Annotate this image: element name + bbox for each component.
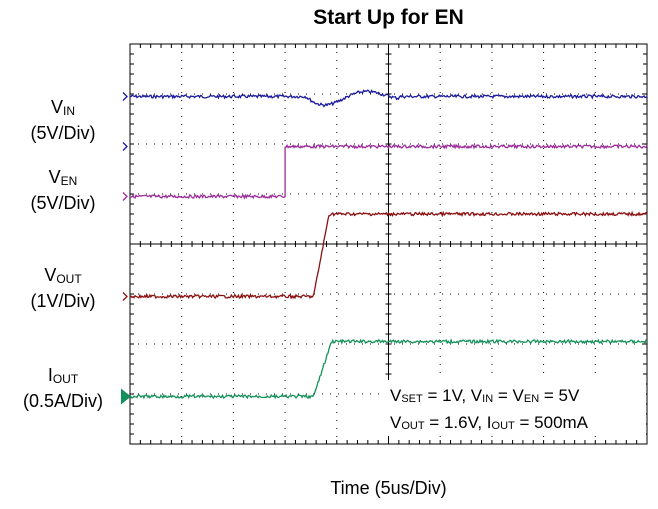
iout-label: IOUT (0.5A/Div) (22, 365, 103, 411)
vin-channel-marker (122, 92, 128, 101)
ven-label: VEN (5V/Div) (30, 167, 96, 213)
vin-label: VIN (5V/Div) (30, 97, 96, 143)
conditions-annotation: VSET = 1V, VIN = VEN = 5V VOUT = 1.6V, I… (390, 384, 588, 438)
chart-title: Start Up for EN (313, 6, 464, 29)
ven-channel-marker (122, 192, 128, 201)
x-axis-label: Time (5us/Div) (330, 478, 447, 498)
vin-trace (129, 89, 648, 108)
conditions-line-2: VOUT = 1.6V, IOUT = 500mA (390, 413, 589, 432)
ven-trace (129, 143, 648, 200)
plot-border (129, 43, 648, 445)
vout-label: VOUT (1V/Div) (30, 265, 96, 311)
iout-channel-marker (121, 388, 131, 405)
annotation-background (384, 380, 646, 436)
iout-trace (129, 338, 648, 400)
vout-channel-marker (122, 292, 128, 301)
vout-trace (129, 210, 648, 300)
vin-ref-marker (122, 142, 128, 151)
conditions-line-1: VSET = 1V, VIN = VEN = 5V (390, 386, 580, 405)
